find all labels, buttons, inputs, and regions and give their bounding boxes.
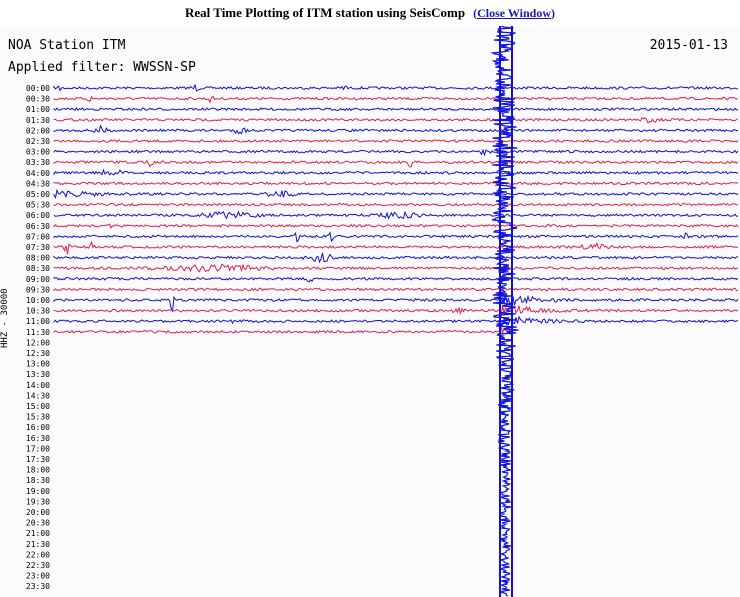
time-label: 21:30 [26,540,50,549]
page-title: Real Time Plotting of ITM station using … [184,5,466,20]
trace-row [53,181,739,186]
close-close-paren: ) [551,5,556,20]
time-label: 18:00 [26,466,50,475]
time-label: 18:30 [26,476,50,485]
trace-row [53,124,739,135]
time-label: 07:30 [26,243,50,252]
time-label: 13:00 [26,360,50,369]
time-label: 04:30 [26,179,50,188]
trace-row [53,148,739,157]
time-label: 07:00 [26,232,50,241]
trace-row [53,107,739,112]
trace-row [53,231,739,243]
time-label: 05:00 [26,190,50,199]
date-label: 2015-01-13 [649,38,728,53]
trace-row [53,210,739,220]
seismogram-plot: 00:00 00:30 01:00 01:30 02:00 02:30 03:00 03:30… [0,26,740,597]
time-label: 19:30 [26,497,50,506]
time-label: 11:00 [26,317,50,326]
trace-row [53,276,739,283]
time-label: 03:00 [26,148,50,157]
close-window-link[interactable]: Close Window [477,5,552,20]
time-label: 16:30 [26,434,50,443]
trace-row [53,223,739,230]
time-label: 21:00 [26,529,50,538]
time-label: 01:30 [26,116,50,125]
time-label: 10:00 [26,296,50,305]
time-label: 08:30 [26,264,50,273]
time-label: 23:00 [26,572,50,581]
time-label: 13:30 [26,370,50,379]
trace-row [53,287,739,292]
time-label: 22:30 [26,561,50,570]
trace-row [53,83,739,92]
trace-row [53,315,739,326]
time-label: 02:00 [26,126,50,135]
time-label: 22:00 [26,550,50,559]
trace-row [53,294,739,313]
title-bar: Real Time Plotting of ITM station using … [0,0,740,26]
time-label: 00:00 [26,84,50,93]
time-label: 12:00 [26,338,50,347]
time-label: 05:30 [26,201,50,210]
time-label: 20:30 [26,519,50,528]
time-label: 06:00 [26,211,50,220]
channel-label: HHZ - 30000 [0,288,10,348]
trace-row [53,304,739,318]
time-label: 10:30 [26,307,50,316]
time-label: 14:30 [26,391,50,400]
time-label: 06:30 [26,222,50,231]
time-label: 03:30 [26,158,50,167]
trace-row [53,324,512,336]
trace-row [53,202,739,207]
time-label: 02:30 [26,137,50,146]
time-label: 23:30 [26,582,50,591]
trace-row [53,240,739,255]
time-label: 17:30 [26,455,50,464]
time-label: 19:00 [26,487,50,496]
time-label: 12:30 [26,349,50,358]
trace-row [53,168,739,176]
time-label: 15:30 [26,413,50,422]
time-label: 00:30 [26,95,50,104]
time-label: 17:00 [26,444,50,453]
trace-row [53,116,739,124]
trace-row [53,95,739,104]
filter-label: Applied filter: WWSSN-SP [8,60,196,75]
time-label: 14:00 [26,381,50,390]
earthquake-waveform [490,26,519,597]
time-label: 04:00 [26,169,50,178]
time-label: 08:00 [26,254,50,263]
time-label: 16:00 [26,423,50,432]
trace-row [53,263,739,273]
station-label: NOA Station ITM [8,38,126,53]
close-window-control: (Close Window) [473,6,555,21]
time-label: 15:00 [26,402,50,411]
time-label: 01:00 [26,105,50,114]
time-label: 09:00 [26,275,50,284]
close-open-paren: ( [473,5,478,20]
trace-row [53,188,739,200]
time-label: 11:30 [26,328,50,337]
trace-row [53,138,739,143]
trace-row [53,252,739,264]
trace-row [53,159,739,168]
time-label: 20:00 [26,508,50,517]
time-label: 09:30 [26,285,50,294]
